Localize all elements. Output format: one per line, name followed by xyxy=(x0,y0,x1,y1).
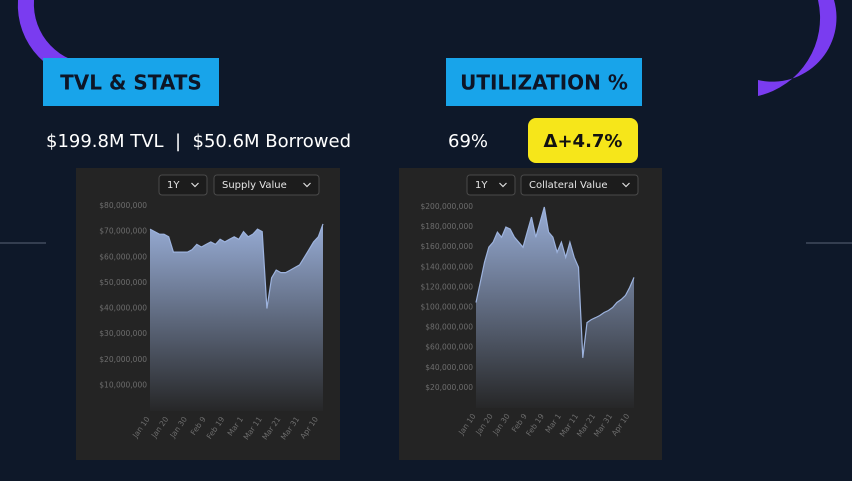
section-title: TVL & STATS xyxy=(60,71,202,95)
metric-dropdown[interactable] xyxy=(520,174,639,196)
y-tick-label: $120,000,000 xyxy=(421,282,474,291)
utilization-value: 69% xyxy=(448,131,488,152)
period-dropdown-label: 1Y xyxy=(475,180,488,191)
metric-dropdown-label: Supply Value xyxy=(222,180,287,191)
y-tick-label: $100,000,000 xyxy=(421,303,474,312)
area-fill xyxy=(476,207,634,408)
chevron xyxy=(303,182,311,188)
y-tick-label: $10,000,000 xyxy=(99,380,147,389)
metric-dropdown-label: Collateral Value xyxy=(529,180,608,191)
section-title: UTILIZATION % xyxy=(460,71,628,95)
delta-value: Δ+4.7% xyxy=(544,131,623,152)
y-tick-label: $40,000,000 xyxy=(99,304,147,313)
y-tick-label: $70,000,000 xyxy=(99,227,147,236)
y-tick-label: $180,000,000 xyxy=(421,222,474,231)
title-box xyxy=(43,58,219,106)
y-tick-label: $140,000,000 xyxy=(421,262,474,271)
y-tick-label: $80,000,000 xyxy=(99,201,147,210)
y-tick-label: $50,000,000 xyxy=(99,278,147,287)
chevron xyxy=(622,182,630,188)
delta-badge xyxy=(528,118,638,163)
y-tick-label: $60,000,000 xyxy=(425,343,473,352)
area-line xyxy=(475,206,635,358)
metric-dropdown[interactable] xyxy=(213,174,320,196)
y-tick-label: $20,000,000 xyxy=(99,355,147,364)
area-fill xyxy=(150,223,323,411)
period-dropdown[interactable] xyxy=(158,174,208,196)
chevron xyxy=(191,182,199,188)
y-tick-label: $160,000,000 xyxy=(421,242,474,251)
y-tick-label: $30,000,000 xyxy=(99,329,147,338)
chevron xyxy=(499,182,507,188)
title-box xyxy=(446,58,642,106)
y-tick-label: $20,000,000 xyxy=(425,383,473,392)
y-tick-label: $80,000,000 xyxy=(425,323,473,332)
y-tick-label: $40,000,000 xyxy=(425,363,473,372)
period-dropdown-label: 1Y xyxy=(167,180,180,191)
y-tick-label: $60,000,000 xyxy=(99,252,147,261)
tvl-stats: $199.8M TVL | $50.6M Borrowed xyxy=(46,131,351,152)
period-dropdown[interactable] xyxy=(466,174,516,196)
decor-arc-right xyxy=(758,0,837,96)
area-line xyxy=(149,223,324,309)
y-tick-label: $200,000,000 xyxy=(421,202,474,211)
